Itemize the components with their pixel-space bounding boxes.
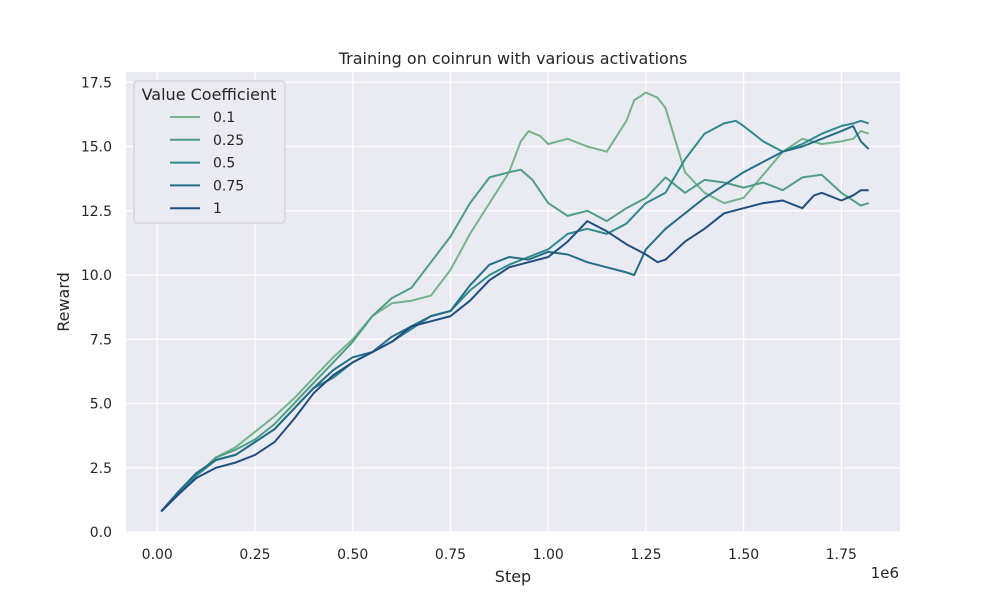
series-line-0.1	[160, 91, 870, 513]
legend-title: Value Coefficient	[142, 85, 277, 104]
x-scale-label: 1e6	[871, 564, 899, 582]
y-tick-label: 15.0	[81, 140, 112, 156]
y-tick-labels: 0.0 2.5 5.0 7.5 10.0 12.5 15.0 17.5	[81, 75, 112, 541]
y-tick-label: 5.0	[90, 397, 112, 413]
x-tick-label: 1.75	[826, 547, 857, 563]
series-line-1	[160, 189, 869, 513]
y-tick-label: 2.5	[90, 461, 112, 477]
legend-label: 0.25	[213, 133, 244, 149]
chart-title: Training on coinrun with various activat…	[338, 49, 688, 68]
y-tick-label: 17.5	[81, 75, 112, 91]
x-tick-label: 1.50	[728, 547, 759, 563]
x-tick-labels: 0.00 0.25 0.50 0.75 1.00 1.25 1.50 1.75	[142, 547, 857, 563]
series-lines	[160, 91, 870, 513]
legend-label: 0.75	[213, 178, 244, 194]
x-tick-label: 0.50	[337, 547, 368, 563]
x-axis-label: Step	[495, 567, 531, 586]
legend-items: 0.1 0.25 0.5 0.75 1	[170, 110, 244, 217]
series-line-0.75	[160, 125, 870, 513]
y-tick-label: 0.0	[90, 525, 112, 541]
legend: Value Coefficient 0.1 0.25 0.5 0.75 1	[133, 80, 286, 224]
y-tick-label: 10.0	[81, 268, 112, 284]
series-line-0.25	[160, 168, 870, 513]
y-tick-label: 7.5	[90, 332, 112, 348]
y-tick-label: 12.5	[81, 204, 112, 220]
legend-label: 1	[213, 201, 222, 217]
y-axis-label: Reward	[54, 272, 73, 332]
x-tick-label: 0.00	[142, 547, 173, 563]
x-tick-label: 1.00	[533, 547, 564, 563]
legend-label: 0.5	[213, 156, 235, 172]
x-tick-label: 0.25	[239, 547, 270, 563]
legend-label: 0.1	[213, 110, 235, 126]
x-tick-label: 0.75	[435, 547, 466, 563]
x-tick-label: 1.25	[630, 547, 661, 563]
